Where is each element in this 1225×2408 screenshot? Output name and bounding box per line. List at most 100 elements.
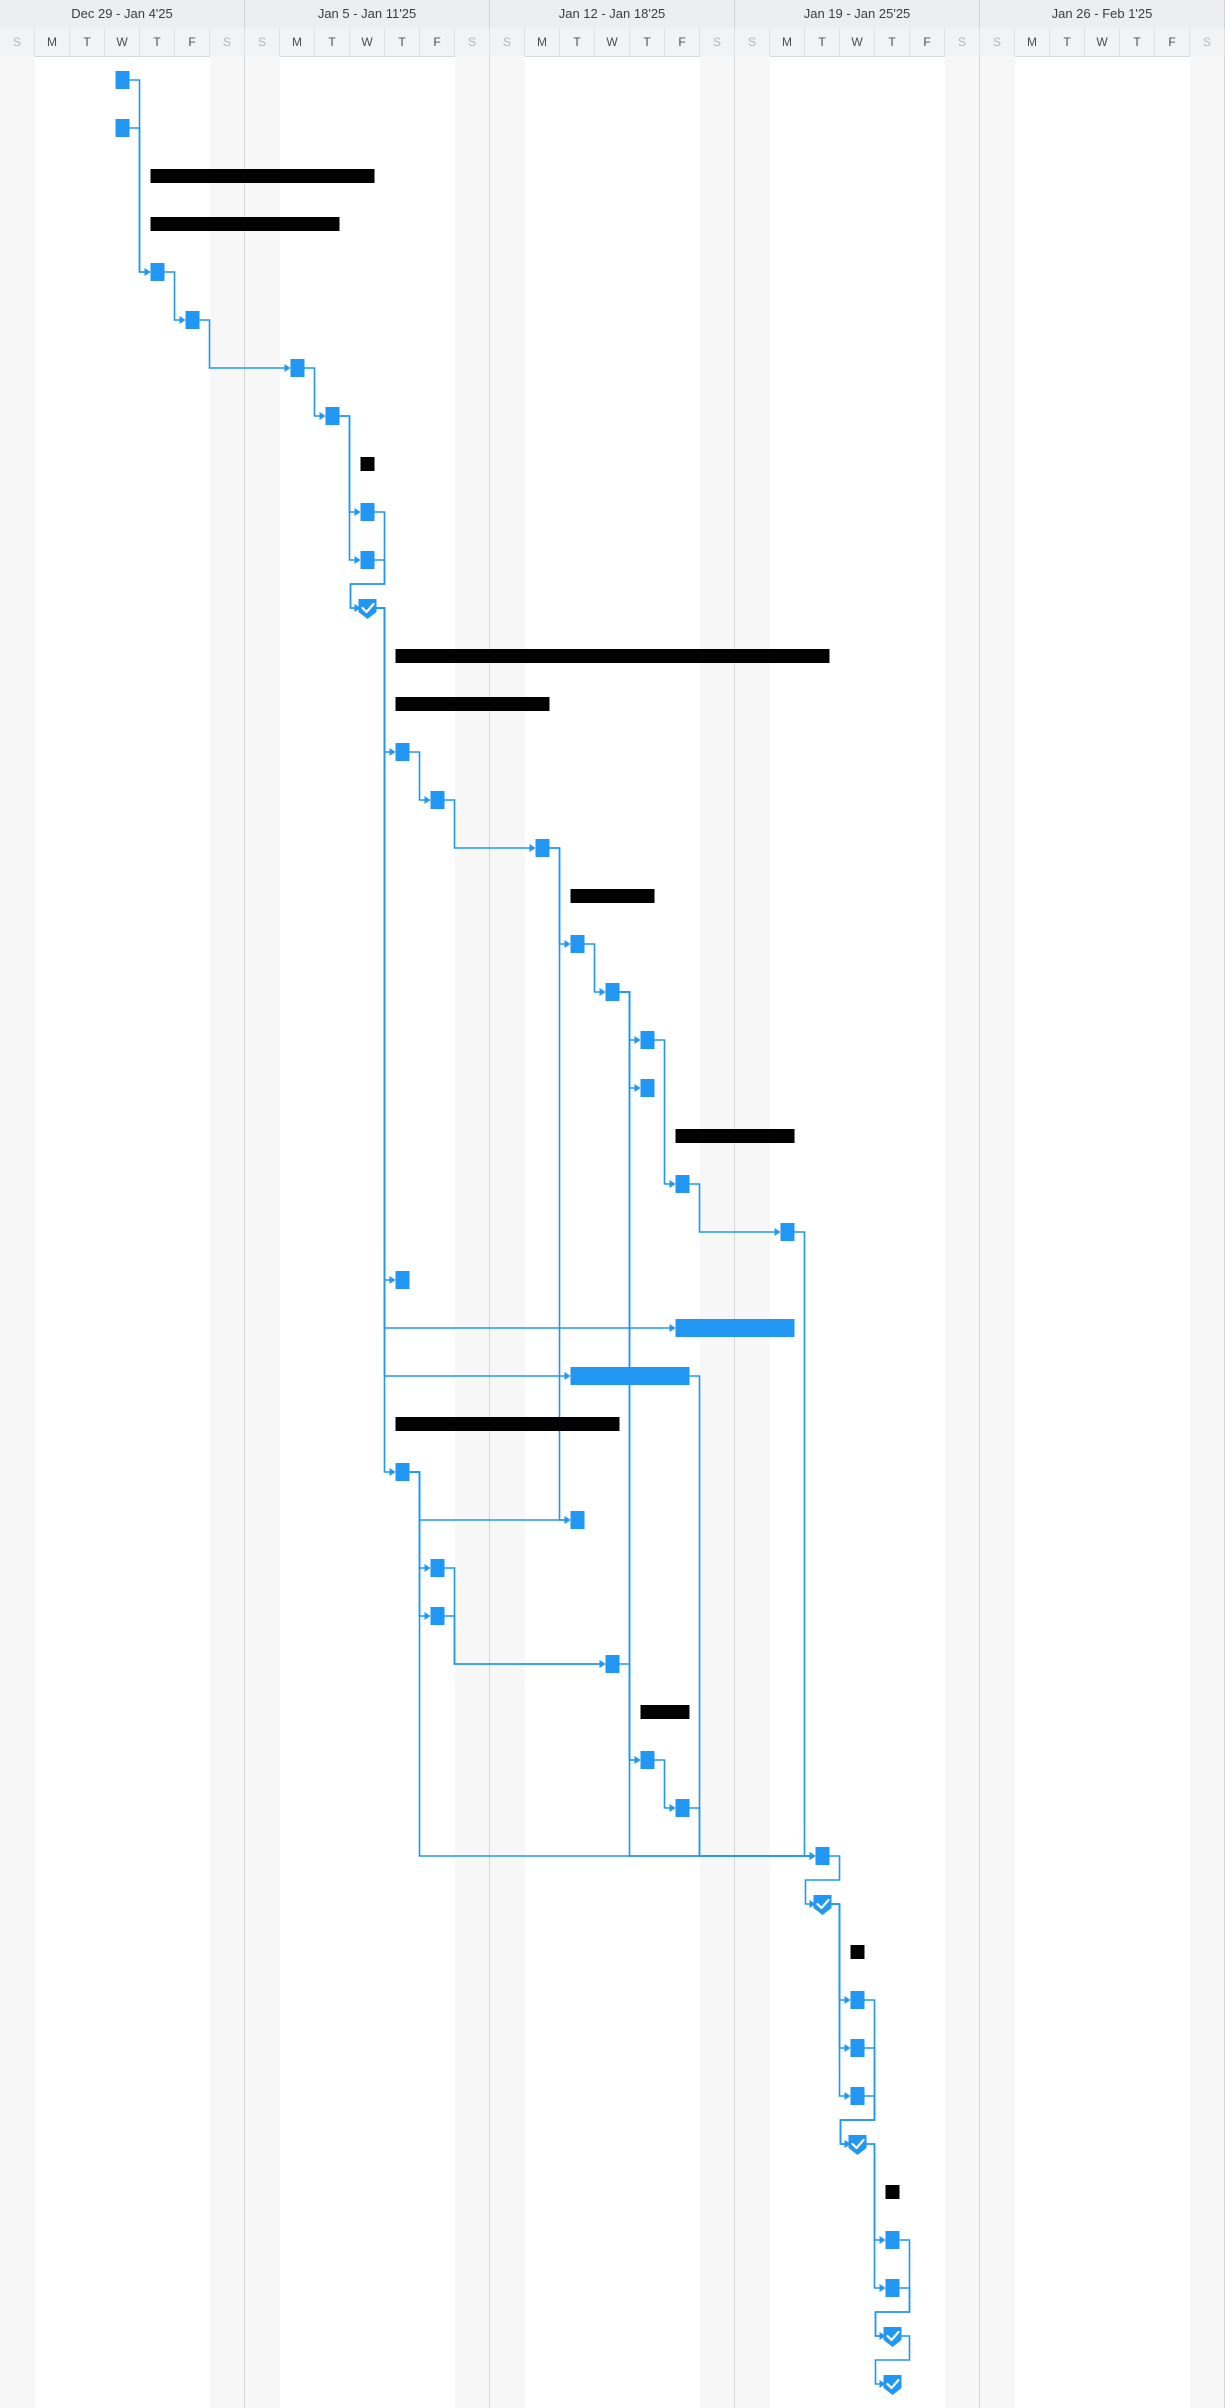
weekend-column (945, 56, 980, 2408)
summary-task-bar[interactable] (360, 457, 375, 471)
task-bar[interactable] (395, 1271, 410, 1289)
task-bar[interactable] (815, 1847, 830, 1865)
task-bar[interactable] (675, 1799, 690, 1817)
task-bar[interactable] (885, 2231, 900, 2249)
dependency-arrowhead (564, 940, 571, 948)
weekend-column (245, 56, 280, 2408)
dependency-arrowhead (144, 268, 151, 276)
task-bar[interactable] (395, 743, 410, 761)
task-bar[interactable] (430, 1559, 445, 1577)
dependency-arrowhead (564, 1516, 571, 1524)
dependency-link (444, 1615, 605, 1665)
weekend-column (1190, 56, 1225, 2408)
dependency-link (804, 1855, 841, 1905)
task-bar[interactable] (360, 551, 375, 569)
dependency-arrowhead (844, 2044, 851, 2052)
task-bar[interactable] (675, 1175, 690, 1193)
day-header-cell: T (560, 28, 595, 56)
summary-task-bar[interactable] (885, 2185, 900, 2199)
milestone-marker[interactable] (848, 2135, 867, 2155)
summary-task-bar[interactable] (150, 217, 340, 231)
summary-task-bar[interactable] (150, 169, 375, 183)
weekend-column (490, 56, 525, 2408)
task-bar[interactable] (850, 2039, 865, 2057)
dependency-arrowhead (879, 2380, 886, 2388)
task-bar[interactable] (115, 71, 130, 89)
task-bar[interactable] (885, 2279, 900, 2297)
day-header-cell: M (525, 28, 560, 56)
task-bar[interactable] (115, 119, 130, 137)
summary-task-bar[interactable] (395, 697, 550, 711)
dependency-arrowhead (844, 2092, 851, 2100)
day-header-cell: F (175, 28, 210, 56)
weekend-column (210, 56, 245, 2408)
summary-task-bar[interactable] (395, 1417, 620, 1431)
task-bar[interactable] (675, 1319, 795, 1337)
checkmark-icon (886, 2378, 900, 2390)
dependency-arrowhead (669, 1180, 676, 1188)
day-header-cell: W (105, 28, 140, 56)
day-header-cell: S (945, 28, 980, 56)
dependency-link (839, 2095, 876, 2145)
task-bar[interactable] (605, 983, 620, 1001)
milestone-marker[interactable] (883, 2327, 902, 2347)
dependency-arrowhead (809, 1900, 816, 1908)
task-bar[interactable] (535, 839, 550, 857)
week-header-cell: Jan 12 - Jan 18'25 (490, 0, 735, 28)
milestone-marker[interactable] (358, 599, 377, 619)
summary-task-bar[interactable] (675, 1129, 795, 1143)
task-bar[interactable] (570, 1511, 585, 1529)
task-bar[interactable] (325, 407, 340, 425)
milestone-marker[interactable] (883, 2375, 902, 2395)
day-header-cell: F (1155, 28, 1190, 56)
day-header-cell: S (490, 28, 525, 56)
task-bar[interactable] (640, 1031, 655, 1049)
task-bar[interactable] (185, 311, 200, 329)
dependency-link (584, 943, 605, 993)
checkmark-icon (886, 2330, 900, 2342)
milestone-marker[interactable] (813, 1895, 832, 1915)
task-bar[interactable] (640, 1751, 655, 1769)
dependency-link (374, 607, 395, 1473)
task-bar[interactable] (605, 1655, 620, 1673)
dependency-arrowhead (599, 1660, 606, 1668)
task-bar[interactable] (640, 1079, 655, 1097)
task-bar[interactable] (850, 2087, 865, 2105)
summary-task-bar[interactable] (640, 1705, 690, 1719)
dependency-link (409, 751, 430, 801)
summary-task-bar[interactable] (570, 889, 655, 903)
summary-task-bar[interactable] (850, 1945, 865, 1959)
day-header-cell: S (700, 28, 735, 56)
summary-task-bar[interactable] (395, 649, 830, 663)
task-bar[interactable] (395, 1463, 410, 1481)
task-bar[interactable] (360, 503, 375, 521)
day-header-cell: F (665, 28, 700, 56)
weekend-column (455, 56, 490, 2408)
dependency-arrowhead (354, 508, 361, 516)
checkmark-icon (816, 1898, 830, 1910)
task-bar[interactable] (430, 1607, 445, 1625)
week-header-cell: Jan 5 - Jan 11'25 (245, 0, 490, 28)
dependency-link (304, 367, 325, 417)
dependency-link (349, 559, 386, 609)
dependency-arrowhead (564, 1372, 571, 1380)
task-bar[interactable] (570, 935, 585, 953)
task-bar[interactable] (290, 359, 305, 377)
dependency-arrowhead (319, 412, 326, 420)
task-bar[interactable] (780, 1223, 795, 1241)
dependency-arrowhead (389, 748, 396, 756)
day-header-cell: W (1085, 28, 1120, 56)
task-bar[interactable] (570, 1367, 690, 1385)
dependency-arrowhead (389, 1276, 396, 1284)
task-bar[interactable] (150, 263, 165, 281)
day-header-cell: S (735, 28, 770, 56)
gantt-timeline-area (0, 56, 1225, 2408)
day-header-cell: T (315, 28, 350, 56)
dependency-link (164, 271, 185, 321)
task-bar[interactable] (850, 1991, 865, 2009)
day-header-cell: S (980, 28, 1015, 56)
day-header-cell: S (455, 28, 490, 56)
dependency-arrowhead (634, 1084, 641, 1092)
task-bar[interactable] (430, 791, 445, 809)
day-header-cell: F (910, 28, 945, 56)
